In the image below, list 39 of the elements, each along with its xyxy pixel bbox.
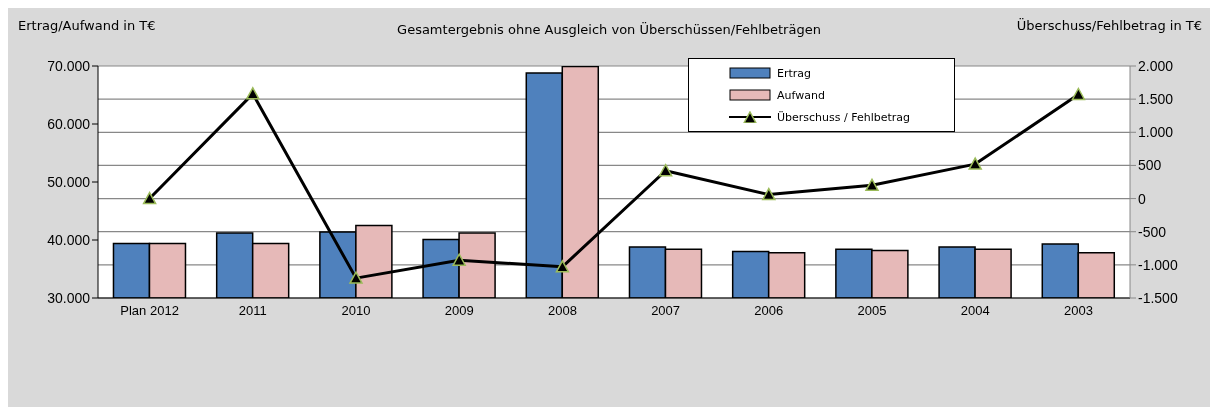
point <box>246 87 260 100</box>
y-axis-title: Ertrag/Aufwand in T€ <box>18 18 156 33</box>
x-tick-label: 2004 <box>960 303 990 319</box>
y-tick-label: 60.000 <box>47 115 91 132</box>
y-tick-label: 40.000 <box>47 231 91 248</box>
point <box>968 157 982 170</box>
legend-label: Aufwand <box>777 88 825 102</box>
y2-axis-title: Überschuss/Fehlbetrag in T€ <box>1016 18 1202 33</box>
x-tick-label: 2003 <box>1063 303 1093 319</box>
point <box>452 253 466 266</box>
chart-title: Gesamtergebnis ohne Ausgleich von Überschüssen/Fehlbeträgen <box>397 22 821 37</box>
y2-tick-label: 0 <box>1138 190 1146 207</box>
point <box>349 271 363 284</box>
x-tick-label: 2010 <box>341 303 371 319</box>
x-tick-label: 2011 <box>238 303 267 319</box>
y2-tick-label: 1.500 <box>1138 91 1174 108</box>
x-tick-label: 2006 <box>754 303 784 319</box>
y-tick-label: 30.000 <box>47 289 91 306</box>
point <box>865 178 879 192</box>
y2-tick-label: 500 <box>1138 157 1162 174</box>
point <box>1071 87 1086 101</box>
x-tick-label: 2007 <box>651 303 681 319</box>
y2-tick-label: -1.500 <box>1138 289 1178 306</box>
point <box>555 260 570 273</box>
y-tick-label: 70.000 <box>47 57 91 74</box>
legend-label: Überschuss / Fehlbetrag <box>777 110 911 124</box>
point <box>762 187 776 201</box>
x-tick-label: 2009 <box>444 303 474 319</box>
point <box>142 191 157 205</box>
y2-tick-label: -1.000 <box>1138 256 1178 273</box>
legend-label: Ertrag <box>777 66 812 80</box>
y2-tick-label: 1.000 <box>1138 124 1174 141</box>
y-tick-label: 50.000 <box>47 173 91 190</box>
y2-tick-label: -500 <box>1138 223 1167 240</box>
x-tick-label: Plan 2012 <box>120 303 179 319</box>
point <box>658 163 673 177</box>
x-tick-label: 2008 <box>547 303 577 319</box>
x-tick-label: 2005 <box>857 303 887 319</box>
y2-tick-label: 2.000 <box>1138 57 1174 74</box>
